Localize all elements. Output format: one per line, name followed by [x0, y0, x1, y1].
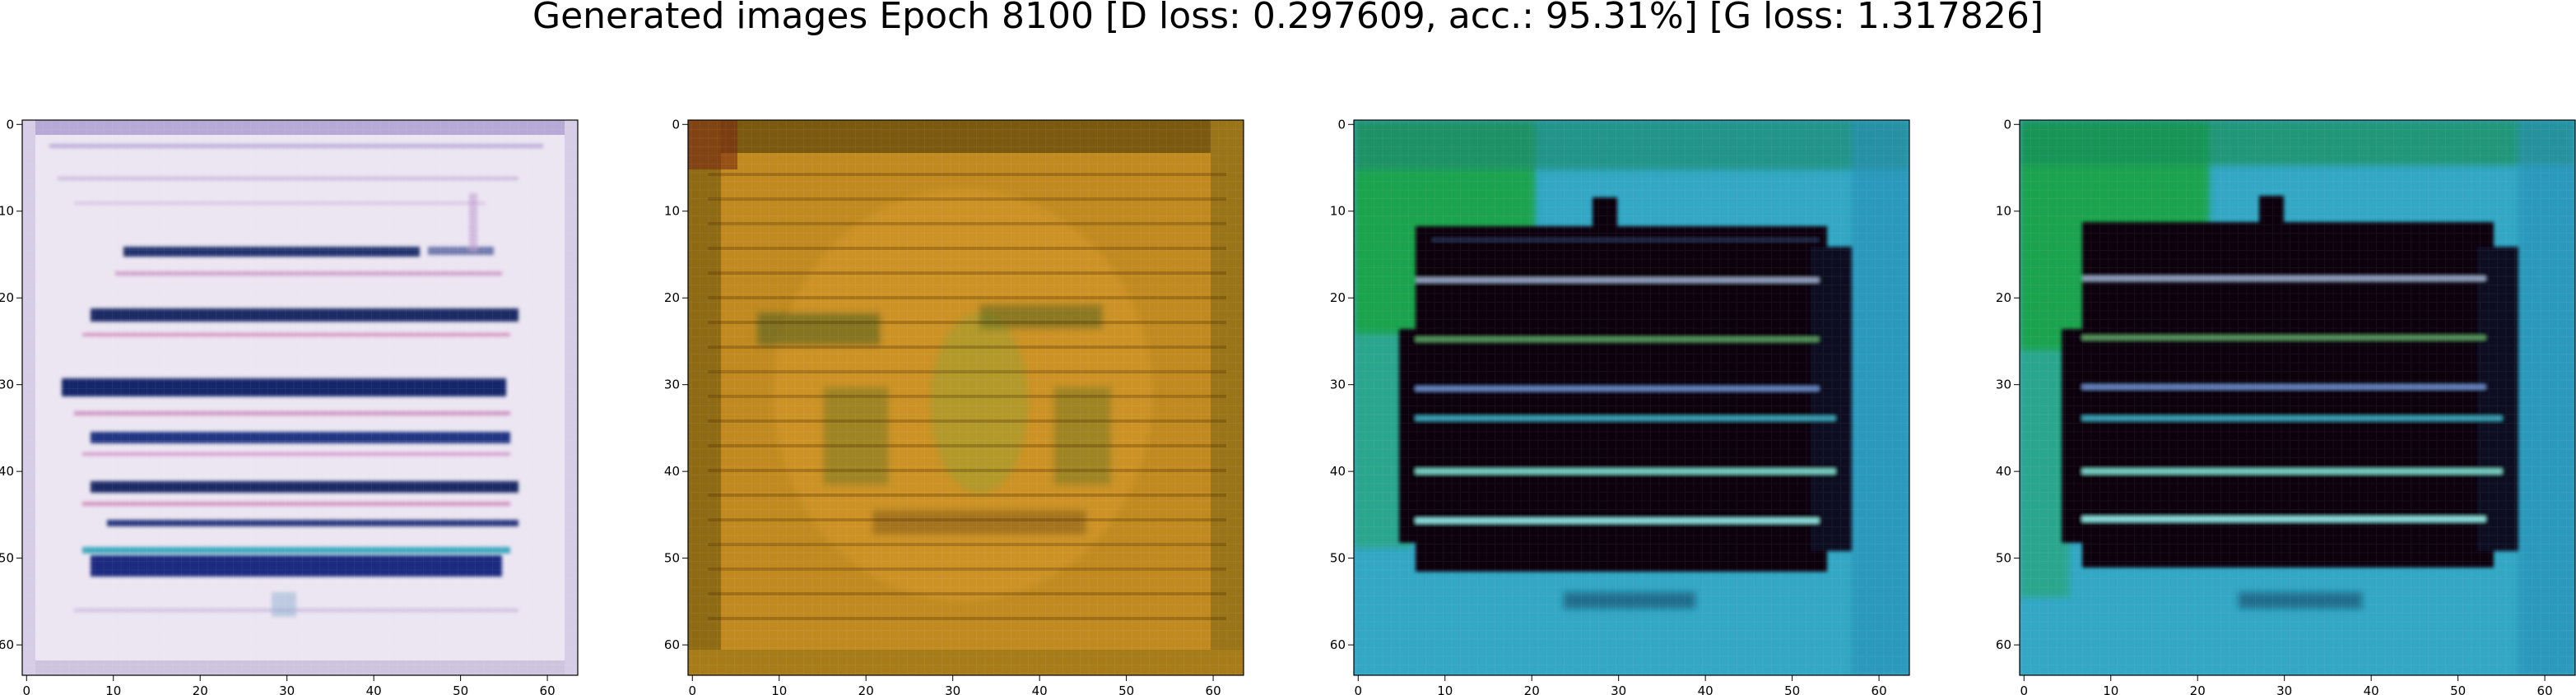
y-tick-label: 10	[1996, 204, 2011, 219]
generated-image-1	[22, 120, 578, 675]
y-tick-label: 50	[664, 551, 680, 566]
y-tick-label: 0	[672, 117, 680, 132]
y-tick-label: 0	[1337, 117, 1346, 132]
y-tick-label: 10	[664, 204, 680, 219]
y-tick-label: 40	[0, 464, 14, 479]
x-tick-label: 60	[2537, 683, 2553, 695]
y-tick-label: 40	[1996, 464, 2011, 479]
generated-image-3	[1354, 120, 1909, 675]
x-tick-label: 0	[1355, 683, 1363, 695]
y-tick-label: 50	[1996, 551, 2011, 566]
x-tick-label: 60	[540, 683, 556, 695]
x-tick-label: 10	[105, 683, 121, 695]
y-tick-label: 30	[664, 378, 680, 392]
x-tick-label: 30	[279, 683, 295, 695]
x-tick-label: 0	[689, 683, 697, 695]
y-tick-label: 20	[0, 290, 14, 305]
y-tick-label: 60	[0, 637, 14, 652]
y-tick-label: 50	[1330, 551, 1346, 566]
x-tick-label: 30	[1611, 683, 1626, 695]
x-tick-label: 30	[2276, 683, 2292, 695]
y-tick-label: 30	[1330, 378, 1346, 392]
y-tick-label: 60	[1330, 637, 1346, 652]
x-tick-label: 40	[1698, 683, 1713, 695]
x-tick-label: 10	[2103, 683, 2118, 695]
x-tick-label: 40	[1032, 683, 1048, 695]
y-tick-label: 40	[1330, 464, 1346, 479]
y-tick-label: 30	[1996, 378, 2011, 392]
x-tick-label: 30	[945, 683, 960, 695]
generated-image-4	[2020, 120, 2575, 675]
figure-title: Generated images Epoch 8100 [D loss: 0.2…	[532, 0, 2044, 37]
x-tick-label: 0	[2020, 683, 2029, 695]
x-tick-label: 50	[453, 683, 468, 695]
x-tick-label: 50	[2450, 683, 2466, 695]
y-tick-label: 60	[664, 637, 680, 652]
x-tick-label: 50	[1784, 683, 1800, 695]
y-tick-label: 10	[0, 204, 14, 219]
y-tick-label: 0	[2003, 117, 2011, 132]
x-tick-label: 20	[2190, 683, 2206, 695]
axis-ticks: 0 10 20 30 40 50 60 0 10 20 30 40 50 60 0 10 20 30 40 50 60 0…	[0, 117, 2553, 695]
y-tick-label: 20	[664, 290, 680, 305]
y-tick-label: 20	[1996, 290, 2011, 305]
generated-image-2	[688, 120, 1244, 675]
y-tick-label: 0	[6, 117, 14, 132]
y-tick-label: 10	[1330, 204, 1346, 219]
y-tick-label: 50	[0, 551, 14, 566]
x-tick-label: 60	[1872, 683, 1887, 695]
y-tick-label: 40	[664, 464, 680, 479]
x-tick-label: 60	[1206, 683, 1221, 695]
x-tick-label: 10	[1437, 683, 1453, 695]
x-tick-label: 20	[1524, 683, 1540, 695]
axes-frames	[21, 119, 2576, 676]
x-tick-label: 40	[366, 683, 382, 695]
x-tick-label: 50	[1118, 683, 1134, 695]
x-tick-label: 0	[23, 683, 31, 695]
x-tick-label: 40	[2364, 683, 2379, 695]
x-tick-label: 20	[858, 683, 874, 695]
y-tick-label: 60	[1996, 637, 2011, 652]
x-tick-label: 20	[193, 683, 208, 695]
y-tick-label: 30	[0, 378, 14, 392]
x-tick-label: 10	[771, 683, 787, 695]
y-tick-label: 20	[1330, 290, 1346, 305]
